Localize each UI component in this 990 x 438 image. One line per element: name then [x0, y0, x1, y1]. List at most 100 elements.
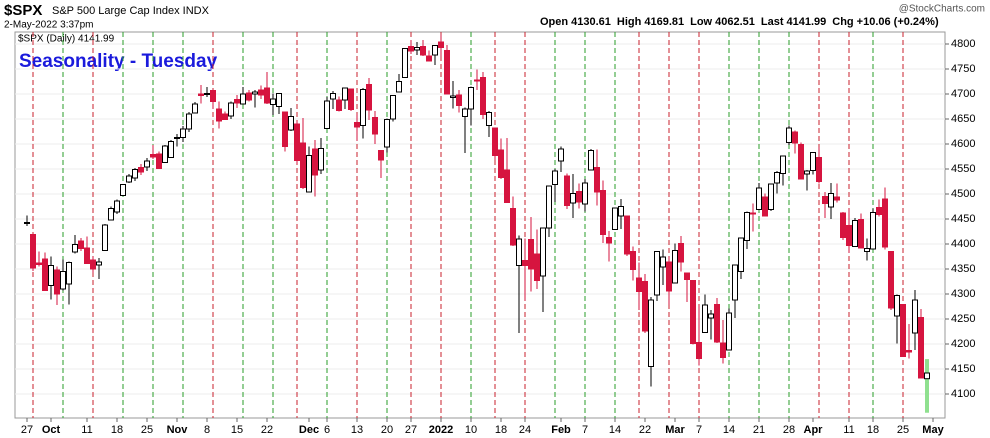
candle-body: [630, 251, 636, 270]
x-tick-label: 11: [81, 424, 92, 436]
candle-body: [450, 95, 456, 98]
x-tick-label: Dec: [299, 424, 319, 436]
candle-body: [798, 144, 804, 180]
candle-body: [750, 212, 756, 215]
candle-body: [336, 99, 342, 111]
candle-body: [546, 185, 552, 229]
candle-body: [150, 154, 156, 158]
quote-value: 4062.51: [715, 16, 755, 28]
candle-body: [66, 262, 72, 285]
candle-body: [48, 265, 54, 286]
candle-body: [462, 108, 468, 117]
candle-body: [522, 260, 528, 266]
candle-body: [30, 234, 36, 269]
candle-body: [420, 46, 426, 56]
candle-body: [270, 98, 276, 105]
candle-body: [192, 103, 198, 114]
candle-body: [504, 169, 510, 203]
candle-body: [228, 102, 234, 117]
candle-body: [288, 116, 294, 131]
y-tick-label: 4400: [951, 238, 975, 250]
candle-body: [834, 196, 840, 201]
candle-body: [684, 272, 690, 280]
candle-body: [510, 208, 516, 246]
y-tick-label: 4450: [951, 213, 975, 225]
candle-body: [636, 277, 642, 292]
x-tick-label: Apr: [804, 424, 824, 436]
candle-body: [330, 93, 336, 100]
y-tick-label: 4700: [951, 88, 975, 100]
candle-body: [186, 113, 192, 130]
candle-body: [912, 299, 918, 334]
candle-body: [216, 108, 222, 122]
candle-body: [660, 256, 666, 268]
watermark: @StockCharts.com: [899, 4, 985, 15]
quote: Open 4130.61 High 4169.81 Low 4062.51 Last 4141…: [540, 16, 939, 28]
quote-label: High: [617, 16, 642, 28]
candle-body: [558, 148, 564, 162]
candle-body: [408, 46, 414, 52]
candle-body: [498, 149, 504, 178]
candle-body: [846, 225, 852, 246]
y-tick-label: 4600: [951, 138, 975, 150]
x-tick-label: 22: [261, 424, 273, 436]
candle-body: [156, 153, 162, 169]
candle-body: [60, 271, 66, 290]
candle-body: [594, 167, 600, 193]
quote-label: Chg: [832, 16, 853, 28]
candle-body: [858, 219, 864, 249]
candle-body: [210, 90, 216, 102]
quote-label: Low: [690, 16, 712, 28]
candle-body: [528, 239, 534, 270]
candle-body: [252, 91, 258, 95]
candle-body: [870, 212, 876, 250]
candle-body: [174, 137, 180, 139]
candle-body: [144, 160, 150, 168]
x-tick-label: 10: [465, 424, 477, 436]
candle-body: [246, 92, 252, 101]
quote-value: +10.06 (+0.24%): [857, 16, 939, 28]
y-tick-label: 4100: [951, 388, 975, 400]
candle-body: [804, 170, 810, 175]
candle-body: [348, 88, 354, 110]
candle-body: [726, 312, 732, 351]
candle-body: [588, 150, 594, 171]
symbol: $SPX: [4, 2, 42, 19]
candle-body: [816, 157, 822, 182]
quote-value: 4141.99: [787, 16, 827, 28]
x-tick-label: 15: [231, 424, 243, 436]
candle-body: [132, 169, 138, 179]
candle-body: [486, 112, 492, 126]
candle-body: [324, 100, 330, 129]
candle-body: [810, 152, 816, 171]
candle-body: [390, 95, 396, 120]
x-tick-label: 18: [495, 424, 507, 436]
y-tick-label: 4250: [951, 313, 975, 325]
candle-body: [300, 142, 306, 188]
candle-body: [744, 212, 750, 241]
candle-body: [618, 206, 624, 217]
candle-body: [354, 122, 360, 128]
candle-body: [690, 280, 696, 344]
candle-body: [384, 119, 390, 148]
candle-body: [696, 342, 702, 359]
candle-body: [894, 295, 900, 317]
candle-body: [654, 251, 660, 296]
candle-body: [414, 47, 420, 51]
candle-body: [396, 81, 402, 93]
candle-body: [282, 111, 288, 147]
candle-body: [678, 243, 684, 263]
x-tick-label: Feb: [551, 424, 571, 436]
candle-body: [612, 207, 618, 230]
x-tick-label: 18: [867, 424, 879, 436]
candle-body: [828, 193, 834, 208]
x-tick-label: May: [922, 424, 944, 436]
candle-body: [600, 190, 606, 235]
x-tick-label: 20: [381, 424, 393, 436]
x-tick-label: 13: [351, 424, 363, 436]
candle-body: [126, 175, 132, 183]
x-tick-label: 18: [111, 424, 123, 436]
candle-body: [840, 212, 846, 238]
x-tick-label: 28: [783, 424, 795, 436]
candle-body: [438, 41, 444, 48]
